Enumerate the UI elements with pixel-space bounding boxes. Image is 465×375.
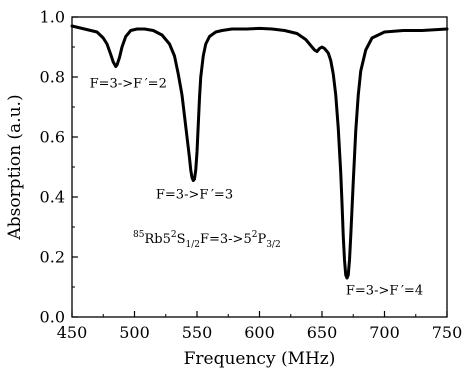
y-axis-title: Absorption (a.u.): [5, 94, 25, 240]
x-tick-label: 650: [307, 323, 338, 342]
axis-ticks: 450 500 550 600 650 700 750 0.0 0.2 0.4 0.6 0.8 1.0: [40, 8, 463, 343]
tl-sup3: 2: [252, 230, 258, 240]
x-tick-label: 550: [182, 323, 213, 342]
transition-label: 85Rb52S1/2F=3->52P3/2: [133, 230, 281, 250]
x-axis-title: Frequency (MHz): [184, 349, 336, 369]
peak-label: F=3->F ′=2: [90, 77, 167, 92]
tl-t4: P: [257, 232, 266, 247]
x-tick-label: 750: [432, 323, 463, 342]
y-tick-label: 0.4: [40, 188, 65, 207]
tl-sup1: 85: [133, 230, 145, 240]
y-tick-label: 0.8: [40, 68, 65, 87]
peak-label: F=3->F ′=4: [346, 284, 423, 299]
tl-sub1: 1/2: [185, 240, 199, 250]
plot-frame: [71, 16, 448, 318]
x-tick-label: 450: [57, 323, 88, 342]
x-tick-label: 700: [369, 323, 400, 342]
tl-t3: F=3->5: [200, 232, 252, 247]
y-tick-label: 0.2: [40, 248, 65, 267]
x-tick-label: 600: [244, 323, 275, 342]
tl-sup2: 2: [171, 230, 177, 240]
peak-label: F=3->F ′=3: [156, 188, 233, 203]
plot-area: F=3->F ′=2 F=3->F ′=3 F=3->F ′=4: [70, 16, 449, 318]
tl-t2: S: [177, 232, 186, 247]
y-tick-label: 0.0: [40, 308, 65, 327]
tl-t1: Rb5: [144, 232, 170, 247]
absorption-line: [70, 24, 449, 280]
y-tick-label: 1.0: [40, 8, 65, 27]
x-tick-label: 500: [119, 323, 150, 342]
y-tick-label: 0.6: [40, 128, 65, 147]
tl-sub2: 3/2: [266, 240, 280, 250]
